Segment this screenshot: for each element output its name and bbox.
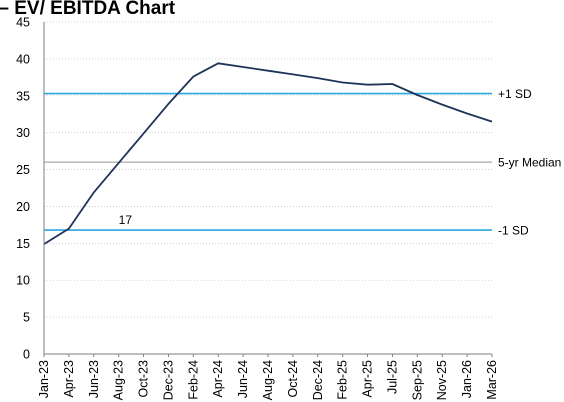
series-line xyxy=(43,62,493,245)
axes xyxy=(43,22,492,355)
x-tick-label: Apr-23 xyxy=(62,360,76,398)
x-tick-label: Jun-23 xyxy=(87,360,101,398)
y-tick-label: 40 xyxy=(16,52,30,66)
y-tick-label: 0 xyxy=(23,348,30,362)
x-tick-label: Apr-25 xyxy=(361,360,375,398)
x-tick-label: Jul-25 xyxy=(385,360,399,394)
x-tick-label: Sep-25 xyxy=(410,360,424,400)
x-tick-label: Jan-26 xyxy=(460,360,474,398)
y-tick-label: 35 xyxy=(16,89,30,103)
x-tick-label: Jun-24 xyxy=(236,360,250,398)
y-tick-label: 20 xyxy=(16,200,30,214)
x-tick-label: Jan-23 xyxy=(37,360,51,398)
x-tick-label: Oct-23 xyxy=(137,360,151,398)
x-tick-label: Apr-24 xyxy=(211,360,225,398)
y-axis-ticks: 0 5 10 15 20 25 30 35 40 45 xyxy=(16,16,30,362)
reference-line-label: +1 SD xyxy=(498,87,532,101)
y-tick-label: 25 xyxy=(16,163,30,177)
x-tick-label: Feb-24 xyxy=(186,360,200,400)
x-tick-label: Dec-23 xyxy=(161,360,175,400)
x-tick-label: Dec-24 xyxy=(311,360,325,400)
y-tick-label: 45 xyxy=(16,16,30,30)
chart-title: 16 – EV/ EBITDA Chart xyxy=(0,0,176,19)
reference-line-label: 5-yr Median xyxy=(498,156,561,170)
series-lines xyxy=(43,62,493,245)
gridlines xyxy=(44,21,492,318)
y-tick-label: 10 xyxy=(16,274,30,288)
x-tick-label: Aug-23 xyxy=(112,360,126,400)
y-tick-label: 30 xyxy=(16,126,30,140)
reference-line-label: -1 SD xyxy=(498,224,529,238)
y-tick-label: 5 xyxy=(23,311,30,325)
x-tick-label: Aug-24 xyxy=(261,360,275,400)
annotation-label: 17 xyxy=(119,213,133,227)
x-tick-label: Nov-25 xyxy=(435,360,449,400)
x-axis-ticks: Jan-23 Apr-23 Jun-23 Aug-23 Oct-23 Dec-23 Feb-… xyxy=(37,354,499,400)
x-tick-label: Oct-24 xyxy=(286,360,300,398)
annotations: 17 xyxy=(119,213,133,227)
y-tick-label: 15 xyxy=(16,237,30,251)
x-tick-label: Mar-26 xyxy=(485,360,499,400)
x-tick-label: Feb-25 xyxy=(336,360,350,400)
